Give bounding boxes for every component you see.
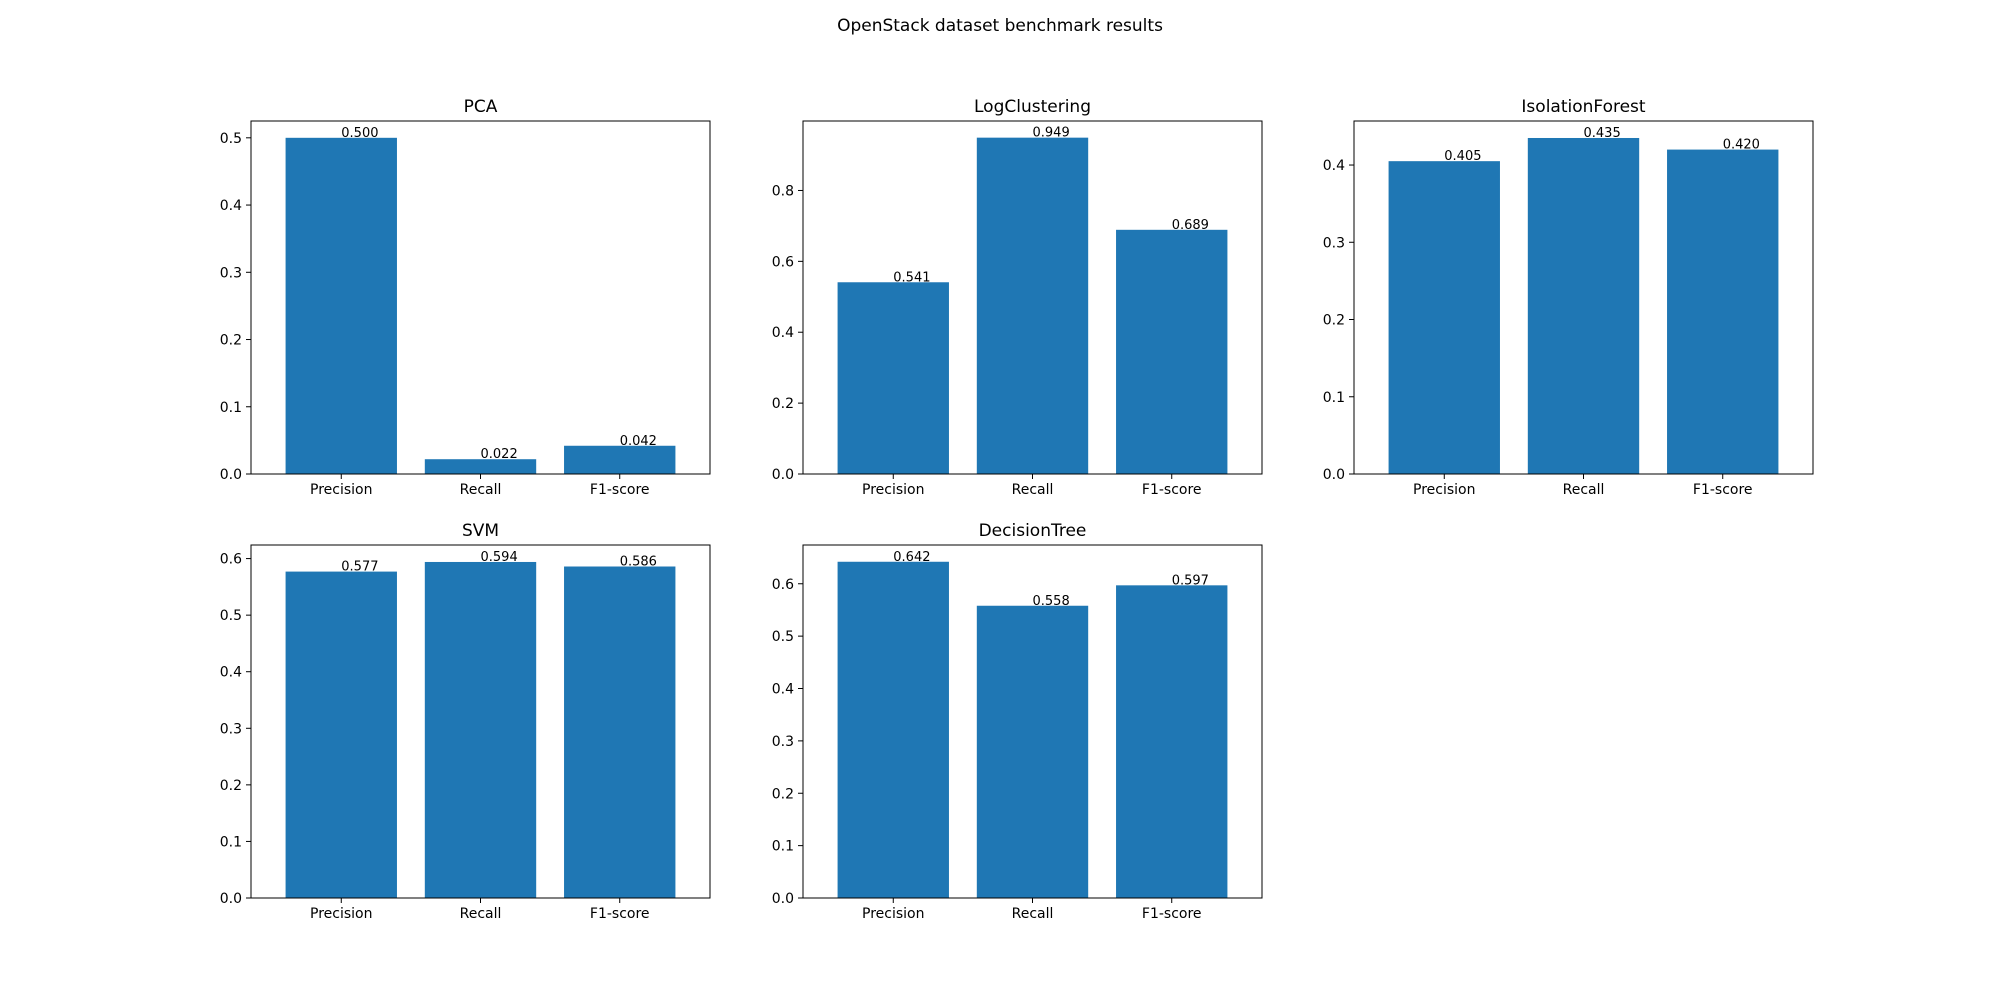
bar-value-label: 0.558 <box>1033 594 1070 609</box>
y-tick-label: 0.5 <box>220 131 242 147</box>
x-tick-label: Recall <box>460 906 502 922</box>
y-tick-label: 0.1 <box>220 400 242 416</box>
bar-recall <box>424 561 537 898</box>
x-tick-label: F1-score <box>1693 482 1753 498</box>
subplot-title: SVM <box>462 521 499 541</box>
bar-precision <box>285 137 397 474</box>
y-tick-label: 0.0 <box>220 467 242 483</box>
bar-value-label: 0.586 <box>620 555 657 570</box>
y-tick-label: 0.2 <box>772 786 794 802</box>
y-tick-label: 0.0 <box>220 891 242 907</box>
bar-f1-score <box>1116 229 1228 474</box>
bar-precision <box>837 282 949 474</box>
bar-recall <box>1527 137 1640 475</box>
bar-value-label: 0.949 <box>1033 126 1070 141</box>
y-tick-label: 0.5 <box>772 629 794 645</box>
bar-value-label: 0.541 <box>893 270 930 285</box>
x-tick-label: Precision <box>1413 482 1475 498</box>
x-tick-label: Recall <box>460 482 502 498</box>
y-tick-label: 0.0 <box>772 467 794 483</box>
bar-value-label: 0.435 <box>1584 126 1621 141</box>
y-tick-label: 0.4 <box>220 198 242 214</box>
y-tick-label: 0.0 <box>772 891 794 907</box>
subplot-1: 0.541 0.949 0.689 0.0 0.2 0.4 0.6 0.8 Precision R… <box>772 97 1263 498</box>
bar-precision <box>837 561 949 898</box>
bar-f1-score <box>1667 149 1779 474</box>
bar-value-label: 0.594 <box>481 550 518 565</box>
y-tick-label: 0.1 <box>220 834 242 850</box>
y-tick-label: 0.2 <box>220 333 242 349</box>
subplot-title: DecisionTree <box>979 521 1087 541</box>
y-tick-label: 0.2 <box>220 778 242 794</box>
subplot-2: 0.405 0.435 0.420 0.0 0.1 0.2 0.3 0.4 Precision R… <box>1323 97 1814 498</box>
y-tick-label: 0.3 <box>220 721 242 737</box>
y-tick-label: 0.1 <box>1323 390 1345 406</box>
y-tick-label: 0.2 <box>1323 313 1345 329</box>
figure-suptitle: OpenStack dataset benchmark results <box>837 16 1163 36</box>
bar-f1-score <box>1116 585 1228 898</box>
y-tick-label: 0.8 <box>772 183 794 199</box>
bar-value-label: 0.022 <box>481 447 518 462</box>
bar-precision <box>285 571 397 898</box>
y-tick-label: 0.6 <box>772 577 794 593</box>
bar-value-label: 0.642 <box>893 550 930 565</box>
y-tick-label: 0.3 <box>1323 235 1345 251</box>
bar-value-label: 0.420 <box>1723 138 1760 153</box>
bar-f1-score <box>564 445 676 474</box>
y-tick-label: 0.6 <box>220 552 242 568</box>
x-tick-label: F1-score <box>1142 906 1202 922</box>
y-tick-label: 0.2 <box>772 396 794 412</box>
x-tick-label: Precision <box>310 906 372 922</box>
bar-recall <box>424 459 537 474</box>
subplot-3: 0.577 0.594 0.586 0.0 0.1 0.2 0.3 0.4 0.5 0.6 Prec… <box>220 521 711 922</box>
bar-value-label: 0.597 <box>1172 573 1209 588</box>
y-tick-label: 0.4 <box>772 325 794 341</box>
y-tick-label: 0.4 <box>772 682 794 698</box>
y-tick-label: 0.4 <box>1323 158 1345 174</box>
subplot-4: 0.642 0.558 0.597 0.0 0.1 0.2 0.3 0.4 0.5 0.6 Prec… <box>772 521 1263 922</box>
bar-value-label: 0.405 <box>1444 149 1481 164</box>
subplot-title: LogClustering <box>974 97 1091 117</box>
subplot-title: IsolationForest <box>1521 97 1645 117</box>
x-tick-label: F1-score <box>590 906 650 922</box>
x-tick-label: Precision <box>862 482 924 498</box>
bar-precision <box>1388 161 1500 475</box>
y-tick-label: 0.5 <box>220 608 242 624</box>
y-tick-label: 0.3 <box>772 734 794 750</box>
bar-f1-score <box>564 566 676 898</box>
bar-recall <box>976 605 1089 898</box>
y-tick-label: 0.3 <box>220 265 242 281</box>
x-tick-label: Precision <box>310 482 372 498</box>
subplot-title: PCA <box>464 97 498 117</box>
bar-value-label: 0.042 <box>620 434 657 449</box>
y-tick-label: 0.4 <box>220 665 242 681</box>
bar-recall <box>976 137 1089 474</box>
y-tick-label: 0.0 <box>1323 467 1345 483</box>
x-tick-label: F1-score <box>1142 482 1202 498</box>
x-tick-label: Recall <box>1563 482 1605 498</box>
x-tick-label: F1-score <box>590 482 650 498</box>
x-tick-label: Precision <box>862 906 924 922</box>
bar-value-label: 0.689 <box>1172 218 1209 233</box>
y-tick-label: 0.1 <box>772 839 794 855</box>
subplot-0: 0.500 0.022 0.042 0.0 0.1 0.2 0.3 0.4 0.5 Precisi… <box>220 97 711 498</box>
x-tick-label: Recall <box>1012 906 1054 922</box>
bar-value-label: 0.500 <box>341 126 378 141</box>
x-tick-label: Recall <box>1012 482 1054 498</box>
bar-value-label: 0.577 <box>341 560 378 575</box>
y-tick-label: 0.6 <box>772 254 794 270</box>
